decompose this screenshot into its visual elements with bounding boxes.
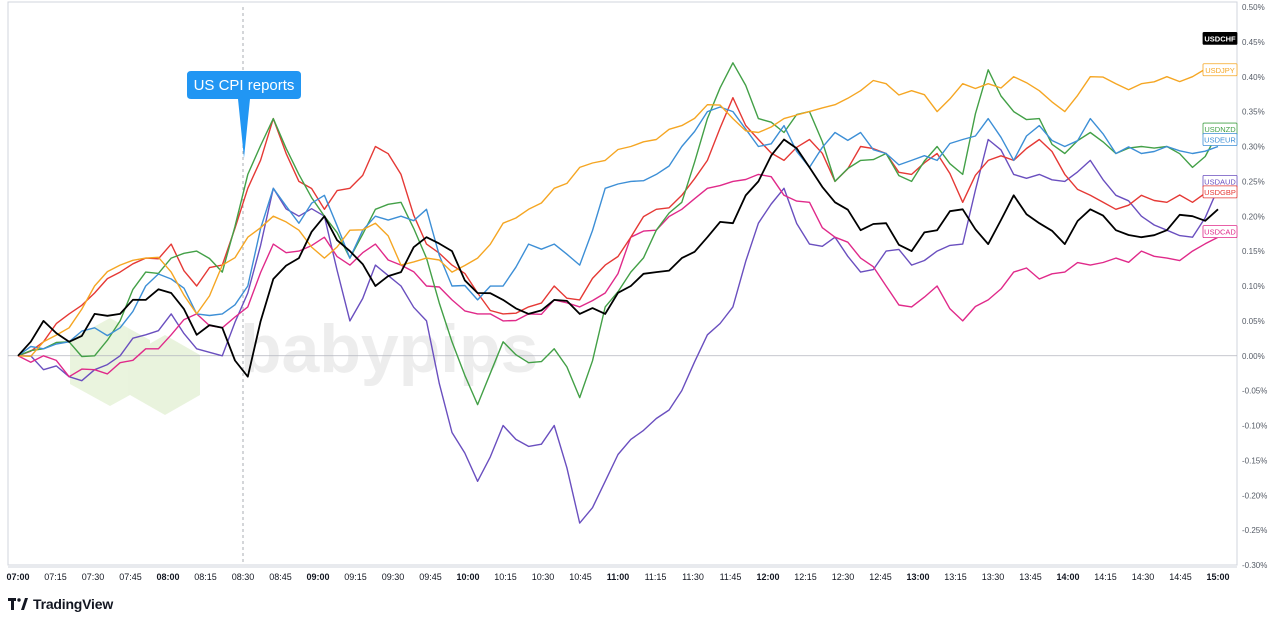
series-tag-usdeur[interactable]: USDEUR — [1202, 133, 1238, 146]
x-tick-label: 11:15 — [645, 572, 667, 582]
series-line-usdjpy — [17, 68, 1219, 357]
x-tick-label: 07:45 — [119, 572, 142, 582]
y-tick-label: 0.40% — [1242, 73, 1265, 82]
x-tick-label: 11:30 — [682, 572, 704, 582]
series-line-usdeur — [17, 106, 1219, 357]
y-tick-label: 0.35% — [1242, 108, 1265, 117]
x-tick-label: 14:00 — [1056, 572, 1079, 582]
x-tick-label: 13:30 — [982, 572, 1005, 582]
x-tick-label: 13:15 — [944, 572, 967, 582]
x-tick-label: 13:45 — [1019, 572, 1042, 582]
watermark-text: babypips — [240, 311, 539, 387]
series-line-usdchf — [17, 138, 1219, 378]
x-tick-label: 10:30 — [532, 572, 555, 582]
series-layer — [17, 62, 1219, 524]
y-tick-label: 0.50% — [1242, 3, 1265, 12]
y-tick-label: -0.30% — [1242, 561, 1267, 570]
svg-text:USDGBP: USDGBP — [1204, 188, 1236, 197]
x-tick-label: 09:00 — [306, 572, 329, 582]
tradingview-brand[interactable]: TradingView — [8, 596, 113, 612]
x-tick-label: 08:45 — [269, 572, 292, 582]
cpi-annotation: US CPI reports — [187, 71, 301, 158]
svg-text:USDCHF: USDCHF — [1204, 34, 1236, 43]
x-tick-label: 08:00 — [156, 572, 179, 582]
x-tick-label: 09:15 — [344, 572, 367, 582]
y-tick-label: 0.00% — [1242, 352, 1265, 361]
x-tick-label: 09:45 — [419, 572, 442, 582]
series-tag-usdaud[interactable]: USDAUD — [1202, 174, 1238, 188]
x-tick-label: 15:00 — [1206, 572, 1229, 582]
x-tick-label: 14:45 — [1169, 572, 1192, 582]
y-tick-label: -0.15% — [1242, 456, 1267, 465]
svg-text:USDNZD: USDNZD — [1204, 125, 1236, 134]
y-tick-label: 0.15% — [1242, 247, 1265, 256]
series-tag-usdnzd[interactable]: USDNZD — [1202, 122, 1238, 136]
y-tick-label: 0.05% — [1242, 317, 1265, 326]
series-line-usdaud — [17, 138, 1219, 524]
plot-frame — [7, 1, 1238, 566]
x-tick-label: 10:15 — [494, 572, 517, 582]
tradingview-logo-icon — [8, 598, 28, 610]
y-tick-label: 0.25% — [1242, 177, 1265, 186]
annotation-bubble — [187, 71, 301, 158]
series-line-usdnzd — [17, 62, 1219, 406]
x-tick-label: 12:45 — [869, 572, 892, 582]
series-tags-layer: USDCHF USDJPY USDNZD USDEUR USDAUD USDGBP USDC… — [1202, 31, 1238, 238]
x-tick-label: 12:00 — [756, 572, 779, 582]
x-tick-label: 08:15 — [194, 572, 217, 582]
y-tick-label: 0.10% — [1242, 282, 1265, 291]
x-tick-label: 11:45 — [720, 572, 742, 582]
y-tick-label: -0.05% — [1242, 387, 1267, 396]
series-tag-usdgbp[interactable]: USDGBP — [1202, 185, 1238, 199]
x-tick-label: 10:00 — [456, 572, 479, 582]
y-tick-label: 0.45% — [1242, 38, 1265, 47]
axes-layer: 0.50% 0.45% 0.40% 0.35% 0.30% 0.25% 0.20% 0.15%… — [6, 1, 1267, 582]
series-tag-usdjpy[interactable]: USDJPY — [1202, 63, 1238, 77]
x-tick-label: 14:30 — [1132, 572, 1155, 582]
series-line-usdgbp — [17, 97, 1219, 357]
chart-svg: babypips 0.50%0.45%0.40%0.35%0.30%0.25%0… — [6, 1, 1267, 582]
y-tick-label: -0.10% — [1242, 422, 1267, 431]
y-tick-label: 0.30% — [1242, 143, 1265, 152]
y-tick-label: -0.25% — [1242, 526, 1267, 535]
x-tick-label: 10:45 — [569, 572, 592, 582]
babypips-watermark: babypips — [70, 311, 539, 415]
x-tick-label: 12:15 — [794, 572, 817, 582]
x-tick-label: 12:30 — [832, 572, 855, 582]
series-line-usdcad — [17, 173, 1219, 378]
annotation-text: US CPI reports — [194, 77, 295, 94]
x-tick-label: 14:15 — [1094, 572, 1117, 582]
y-tick-label: -0.20% — [1242, 491, 1267, 500]
y-tick-label: 0.20% — [1242, 212, 1265, 221]
svg-text:USDCAD: USDCAD — [1204, 228, 1236, 237]
x-tick-label: 07:00 — [6, 572, 29, 582]
x-tick-label: 13:00 — [906, 572, 929, 582]
x-tick-label: 08:30 — [232, 572, 255, 582]
svg-text:USDAUD: USDAUD — [1204, 177, 1236, 186]
babypips-logo-icon — [70, 318, 200, 415]
svg-text:USDJPY: USDJPY — [1205, 66, 1235, 75]
x-tick-label: 07:15 — [44, 572, 67, 582]
x-tick-label: 09:30 — [382, 572, 405, 582]
brand-name: TradingView — [33, 596, 114, 612]
x-tick-label: 07:30 — [82, 572, 105, 582]
series-tag-usdcad[interactable]: USDCAD — [1202, 225, 1238, 238]
x-tick-label: 11:00 — [607, 572, 630, 582]
svg-text:USDEUR: USDEUR — [1204, 136, 1236, 145]
series-tag-usdchf[interactable]: USDCHF — [1202, 31, 1238, 45]
